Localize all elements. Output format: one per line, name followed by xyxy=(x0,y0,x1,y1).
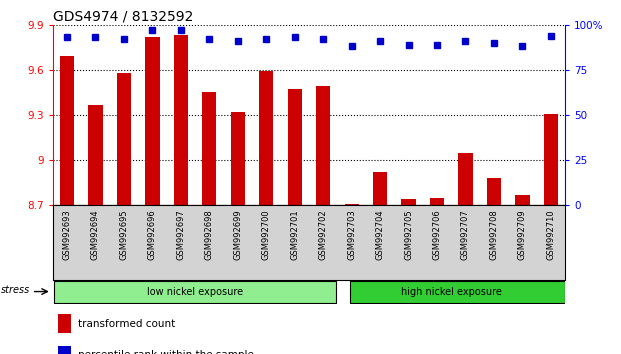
Text: GSM992702: GSM992702 xyxy=(319,209,328,260)
Bar xyxy=(145,37,160,205)
Text: GSM992705: GSM992705 xyxy=(404,209,413,260)
FancyBboxPatch shape xyxy=(54,281,336,303)
Text: GSM992710: GSM992710 xyxy=(546,209,555,260)
Bar xyxy=(544,114,558,205)
Bar xyxy=(401,199,415,205)
Text: transformed count: transformed count xyxy=(78,319,176,329)
Bar xyxy=(230,112,245,205)
Text: GSM992701: GSM992701 xyxy=(290,209,299,260)
Text: GSM992708: GSM992708 xyxy=(489,209,499,260)
Bar xyxy=(259,72,273,205)
Text: GSM992703: GSM992703 xyxy=(347,209,356,260)
Bar xyxy=(316,86,330,205)
Bar xyxy=(117,73,131,205)
Bar xyxy=(515,195,530,205)
Text: GDS4974 / 8132592: GDS4974 / 8132592 xyxy=(53,10,193,24)
Text: GSM992693: GSM992693 xyxy=(63,209,71,260)
Bar xyxy=(373,172,388,205)
Bar xyxy=(487,178,501,205)
Bar xyxy=(88,104,102,205)
Bar xyxy=(60,56,74,205)
Bar xyxy=(58,346,71,354)
Text: GSM992700: GSM992700 xyxy=(262,209,271,260)
Bar xyxy=(288,90,302,205)
Text: GSM992697: GSM992697 xyxy=(176,209,185,260)
Text: stress: stress xyxy=(1,285,30,295)
Text: GSM992694: GSM992694 xyxy=(91,209,100,260)
Bar xyxy=(174,35,188,205)
Bar xyxy=(430,198,444,205)
Text: GSM992698: GSM992698 xyxy=(205,209,214,260)
Bar xyxy=(458,153,473,205)
Text: GSM992695: GSM992695 xyxy=(119,209,129,260)
Text: GSM992699: GSM992699 xyxy=(233,209,242,260)
Text: GSM992704: GSM992704 xyxy=(376,209,384,260)
Text: GSM992706: GSM992706 xyxy=(433,209,442,260)
Bar xyxy=(58,314,71,333)
Text: high nickel exposure: high nickel exposure xyxy=(401,286,502,297)
FancyBboxPatch shape xyxy=(350,281,565,303)
Text: GSM992709: GSM992709 xyxy=(518,209,527,260)
Text: GSM992696: GSM992696 xyxy=(148,209,157,260)
Text: percentile rank within the sample: percentile rank within the sample xyxy=(78,350,254,354)
Text: low nickel exposure: low nickel exposure xyxy=(147,286,243,297)
Text: GSM992707: GSM992707 xyxy=(461,209,470,260)
Bar xyxy=(345,204,359,205)
Bar xyxy=(202,92,217,205)
